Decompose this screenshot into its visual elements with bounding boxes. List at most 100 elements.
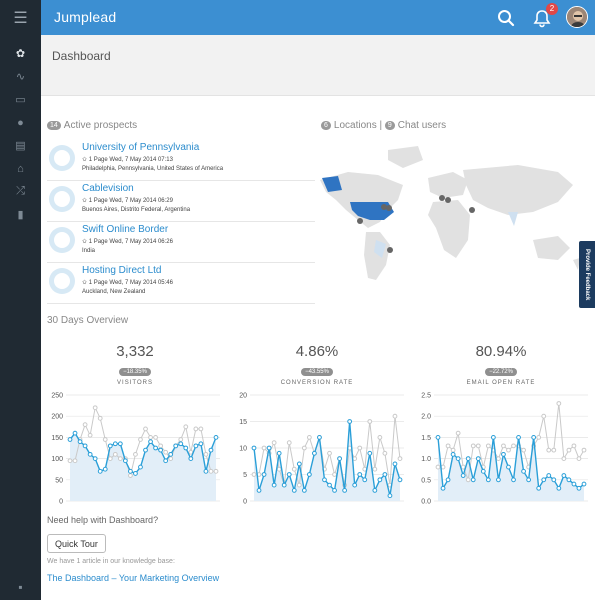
data-point[interactable] (128, 473, 133, 478)
data-point[interactable] (286, 472, 292, 477)
data-point[interactable] (445, 477, 451, 483)
list-item[interactable]: University of Pennsylvania ✩ 1 Page Wed,… (47, 140, 315, 181)
map-marker[interactable] (357, 218, 363, 224)
data-point[interactable] (581, 481, 587, 487)
data-point[interactable] (112, 451, 118, 457)
user-avatar[interactable] (566, 6, 588, 28)
data-point[interactable] (435, 464, 441, 470)
data-point[interactable] (576, 485, 582, 491)
map-marker[interactable] (469, 207, 475, 213)
data-point[interactable] (163, 449, 169, 455)
reports-icon[interactable]: ▮ (17, 209, 24, 221)
data-point[interactable] (107, 443, 113, 449)
data-point[interactable] (546, 447, 552, 453)
data-point[interactable] (97, 468, 103, 474)
data-point[interactable] (367, 450, 373, 456)
data-point[interactable] (377, 435, 383, 440)
data-point[interactable] (173, 443, 179, 449)
data-point[interactable] (301, 445, 307, 451)
data-point[interactable] (460, 464, 466, 470)
data-point[interactable] (168, 456, 174, 461)
data-point[interactable] (291, 466, 297, 472)
data-point[interactable] (392, 461, 398, 467)
map-marker[interactable] (381, 204, 387, 210)
data-point[interactable] (198, 441, 204, 447)
data-point[interactable] (276, 450, 282, 456)
data-point[interactable] (271, 482, 277, 488)
data-point[interactable] (332, 472, 337, 477)
data-point[interactable] (455, 430, 461, 436)
data-point[interactable] (261, 472, 267, 477)
data-point[interactable] (117, 456, 123, 461)
data-point[interactable] (317, 435, 322, 440)
data-point[interactable] (440, 485, 446, 491)
data-point[interactable] (87, 451, 93, 457)
data-point[interactable] (122, 458, 128, 464)
data-point[interactable] (465, 477, 471, 483)
data-point[interactable] (153, 445, 158, 451)
data-point[interactable] (87, 432, 93, 438)
data-point[interactable] (168, 451, 174, 457)
data-point[interactable] (82, 443, 88, 449)
data-point[interactable] (362, 477, 368, 483)
data-point[interactable] (347, 419, 353, 424)
data-point[interactable] (301, 488, 307, 493)
prospect-name[interactable]: University of Pennsylvania (82, 142, 200, 153)
map-marker[interactable] (439, 195, 445, 201)
list-item[interactable]: Cablevision ✩ 1 Page Wed, 7 May 2014 06:… (47, 181, 315, 222)
data-point[interactable] (251, 445, 257, 451)
data-point[interactable] (67, 437, 73, 442)
menu-icon[interactable]: ☰ (13, 9, 28, 27)
data-point[interactable] (143, 426, 148, 432)
data-point[interactable] (496, 477, 501, 483)
data-point[interactable] (551, 447, 557, 453)
email-icon[interactable]: ⌂ (17, 162, 24, 175)
data-point[interactable] (480, 468, 486, 474)
data-point[interactable] (208, 447, 214, 453)
data-point[interactable] (566, 477, 572, 483)
data-point[interactable] (546, 473, 552, 478)
knowledge-base-link[interactable]: The Dashboard – Your Marketing Overview (47, 573, 220, 583)
data-point[interactable] (213, 435, 219, 440)
data-point[interactable] (148, 439, 153, 445)
data-point[interactable] (516, 435, 521, 440)
data-point[interactable] (576, 456, 582, 461)
inbox-icon[interactable]: ▭ (15, 94, 26, 106)
data-point[interactable] (72, 458, 78, 464)
contacts-icon[interactable]: ● (17, 116, 24, 129)
data-point[interactable] (306, 435, 312, 440)
data-point[interactable] (163, 458, 169, 464)
data-point[interactable] (256, 488, 262, 493)
data-point[interactable] (296, 482, 302, 488)
data-point[interactable] (541, 477, 547, 483)
data-point[interactable] (286, 440, 292, 446)
data-point[interactable] (521, 447, 526, 453)
data-point[interactable] (465, 456, 471, 461)
chat-icon[interactable]: ▤ (15, 140, 26, 152)
data-point[interactable] (372, 488, 378, 493)
data-point[interactable] (561, 473, 567, 478)
data-point[interactable] (276, 466, 282, 472)
prospect-name[interactable]: Swift Online Border (82, 224, 169, 235)
data-point[interactable] (506, 447, 511, 453)
data-point[interactable] (435, 435, 441, 440)
data-point[interactable] (271, 440, 277, 446)
data-point[interactable] (332, 488, 337, 493)
data-point[interactable] (501, 443, 506, 449)
data-point[interactable] (357, 472, 363, 477)
data-point[interactable] (193, 426, 199, 432)
data-point[interactable] (112, 441, 118, 447)
email-open-rate-chart[interactable]: 0.0 0.5 1.0 1.5 2.0 2.5 (412, 388, 592, 508)
data-point[interactable] (82, 422, 88, 428)
data-point[interactable] (203, 451, 209, 457)
activity-icon[interactable]: ∿ (15, 71, 26, 83)
dashboard-icon[interactable]: ✿ (15, 48, 26, 60)
prospect-name[interactable]: Cablevision (82, 183, 134, 194)
data-point[interactable] (501, 451, 506, 457)
data-point[interactable] (526, 477, 532, 483)
data-point[interactable] (337, 456, 342, 461)
data-point[interactable] (551, 477, 557, 483)
data-point[interactable] (102, 466, 108, 472)
data-point[interactable] (392, 413, 398, 419)
data-point[interactable] (397, 456, 403, 461)
